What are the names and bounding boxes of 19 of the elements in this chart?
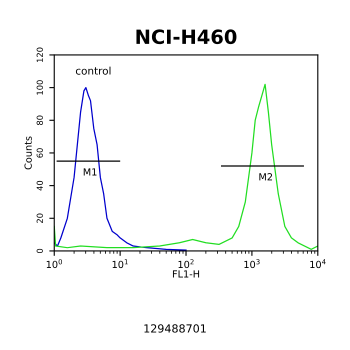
y-tick-label: 0 [36, 248, 43, 254]
x-tick-label: 10$^{3}$ [244, 259, 260, 268]
x-tick-label: 10$^{2}$ [178, 259, 194, 268]
annotation: M2 [259, 173, 272, 180]
chart-title: NCI-H460 [136, 29, 236, 44]
y-tick-label: 120 [36, 48, 43, 62]
y-tick-label: 20 [36, 214, 43, 223]
x-axis-title: FL1-H [172, 270, 200, 278]
x-tick-label: 10$^{0}$ [46, 259, 62, 268]
y-tick-label: 100 [36, 80, 43, 95]
series-label: control [76, 66, 110, 75]
annotation: M1 [84, 168, 96, 176]
text: 129488701 [144, 324, 206, 333]
y-tick-label: 60 [36, 148, 43, 158]
x-tick-label: 10$^{1}$ [112, 259, 128, 268]
y-tick-label: 80 [36, 116, 43, 126]
y-tick-label: 40 [36, 180, 43, 191]
y-axis-title: Counts [24, 136, 32, 170]
x-tick-label: 10$^{4}$ [310, 259, 326, 268]
